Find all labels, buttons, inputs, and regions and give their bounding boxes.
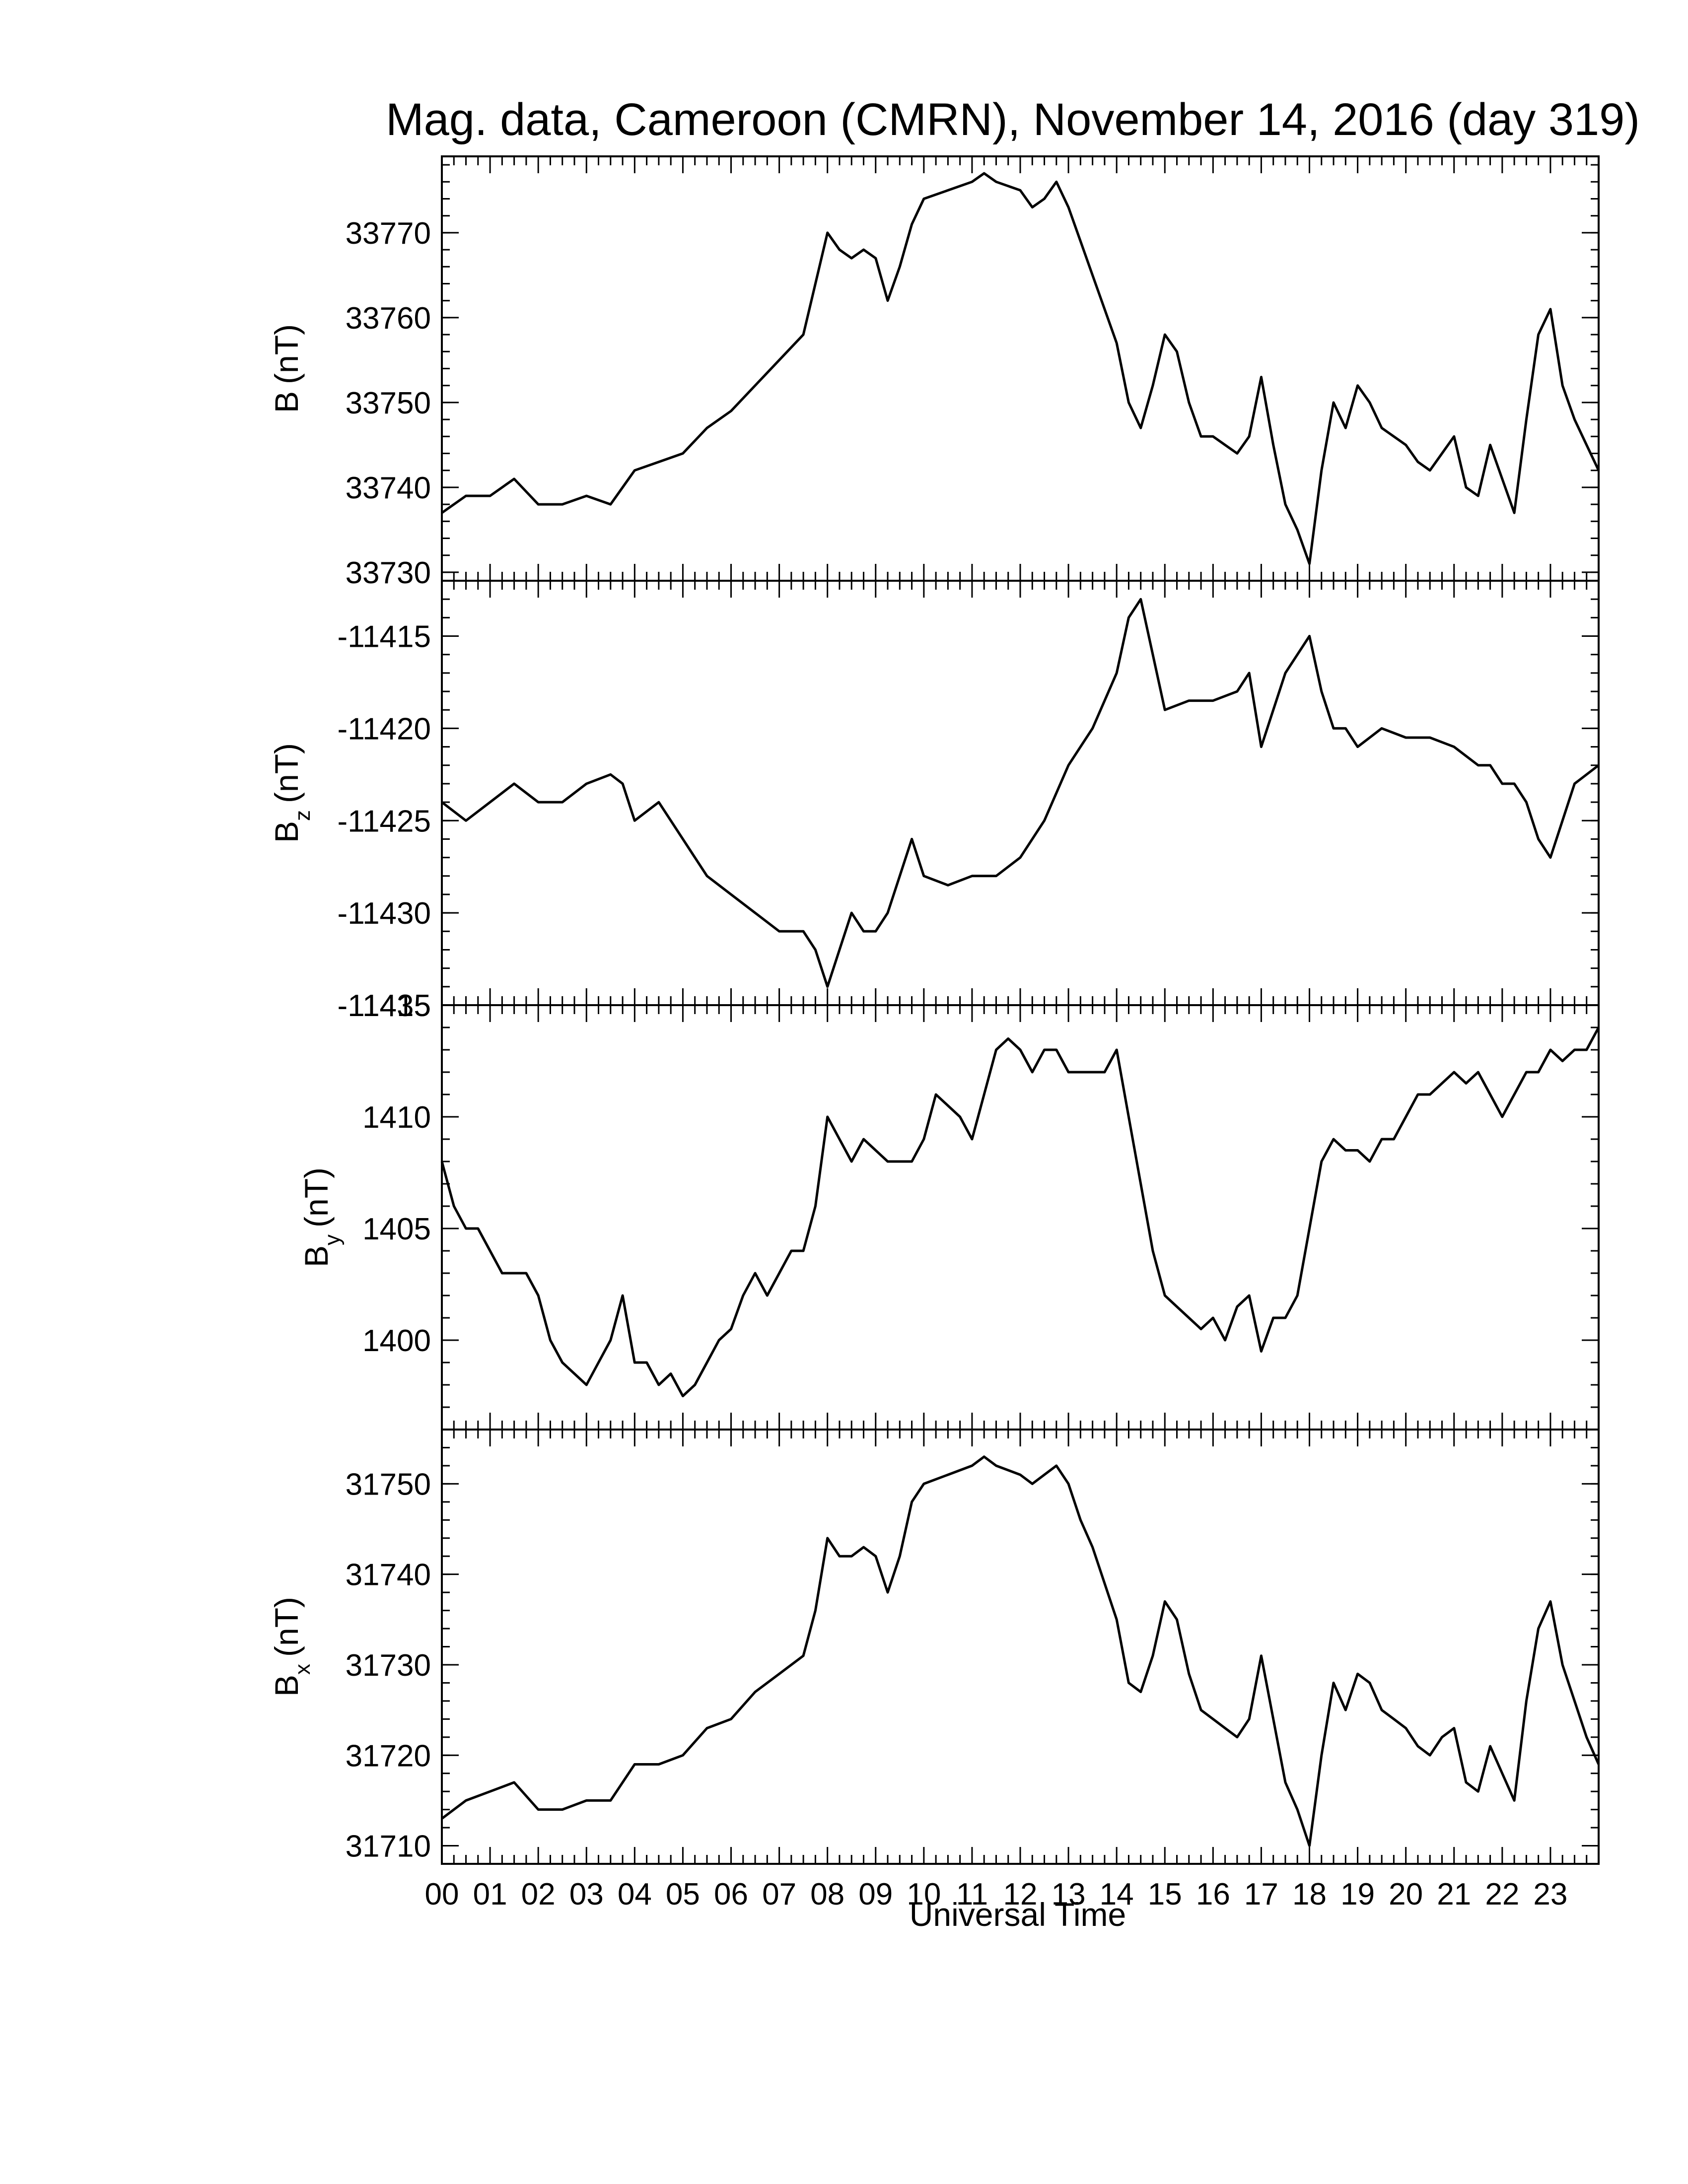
x-tick-label: 18 — [1292, 1877, 1327, 1911]
y-axis-label-B: B (nT) — [268, 324, 305, 413]
x-axis-label: Universal Time — [910, 1896, 1126, 1933]
x-tick-label: 16 — [1196, 1877, 1230, 1911]
x-tick-label: 14 — [1100, 1877, 1134, 1911]
x-tick-label: 22 — [1485, 1877, 1519, 1911]
y-axis-label-unit: (nT) — [268, 743, 305, 803]
series-line-B — [441, 172, 1600, 565]
x-tick-label: 17 — [1244, 1877, 1278, 1911]
x-tick-label: 13 — [1052, 1877, 1086, 1911]
y-axis-label-unit: (nT) — [298, 1167, 335, 1228]
x-tick-label: 10 — [907, 1877, 941, 1911]
panel-B: 33730 33740 33750 33760 33770 B (nT) — [268, 155, 1600, 590]
y-tick-label: 33760 — [346, 301, 431, 336]
y-tick-label: 31720 — [346, 1739, 431, 1773]
panel-frame-By — [441, 1004, 1600, 1431]
y-tick-label: 31750 — [346, 1467, 431, 1502]
panel-frame-Bx — [441, 1429, 1600, 1865]
panels-group: 3373033740337503376033770B(nT)-11415-114… — [268, 155, 1600, 1865]
x-tick-label: 15 — [1148, 1877, 1182, 1911]
y-tick-label: 33730 — [346, 556, 431, 590]
y-tick-label: 33740 — [346, 471, 431, 505]
chart-title: Mag. data, Cameroon (CMRN), November 14,… — [386, 94, 1640, 145]
x-tick-label: 19 — [1340, 1877, 1375, 1911]
series-line-Bx — [441, 1455, 1600, 1847]
y-tick-label: -11425 — [338, 804, 431, 838]
x-tick-label: 07 — [762, 1877, 796, 1911]
y-axis-label-main: B — [268, 391, 305, 413]
series-line-By — [440, 1026, 1600, 1397]
y-axis-label-main: B — [298, 1245, 335, 1267]
y-axis-label-Bz: Bz (nT) — [268, 743, 315, 843]
x-tick-label: 11 — [956, 1877, 988, 1911]
x-tick-label: 08 — [810, 1877, 844, 1911]
x-tick-label: 20 — [1389, 1877, 1423, 1911]
y-tick-label: 33770 — [346, 216, 431, 251]
x-tick-label: 12 — [1003, 1877, 1038, 1911]
y-axis-label-unit: (nT) — [268, 324, 305, 384]
y-axis-label-main: B — [268, 821, 305, 843]
x-tick-label: 21 — [1437, 1877, 1471, 1911]
y-tick-label: -11435 — [338, 989, 431, 1023]
y-axis-label-subscript: z — [290, 810, 315, 821]
y-axis-label-subscript: y — [320, 1234, 345, 1245]
y-tick-label: -11420 — [338, 712, 431, 746]
series-line-Bz — [441, 598, 1600, 988]
x-tick-label: 23 — [1533, 1877, 1567, 1911]
y-tick-label: 1410 — [362, 1100, 431, 1135]
y-axis-label-Bx: Bx (nT) — [268, 1597, 315, 1697]
y-axis-label-main: B — [268, 1675, 305, 1697]
y-tick-label: 1415 — [362, 989, 431, 1023]
x-tick-label: 05 — [666, 1877, 700, 1911]
y-axis-label-unit: (nT) — [268, 1597, 305, 1657]
x-tick-label: 01 — [473, 1877, 507, 1911]
x-tick-label: 03 — [569, 1877, 604, 1911]
panel-Bx: 31710 31720 31730 31740 31750 Bx (nT) — [268, 1429, 1600, 1865]
y-axis-label-By: By (nT) — [298, 1167, 345, 1267]
x-tick-labels: 00 01 02 03 04 05 06 07 08 09 10 11 12 13 14 15 16 17 18 19… — [425, 1877, 1568, 1911]
x-tick-label: 06 — [714, 1877, 748, 1911]
x-tick-label: 02 — [521, 1877, 556, 1911]
panel-frame-Bz — [441, 580, 1600, 1006]
y-tick-label: 31730 — [346, 1648, 431, 1683]
panel-frame-B — [441, 155, 1600, 582]
x-tick-label: 00 — [425, 1877, 459, 1911]
y-tick-label: 31710 — [346, 1830, 431, 1864]
y-tick-label: 1400 — [362, 1324, 431, 1358]
y-tick-label: 1405 — [362, 1212, 431, 1246]
panel-Bz: -11415 -11420 -11425 -11430 -11435 Bz (nT) — [268, 580, 1600, 1023]
panel-By: 1400 1405 1410 1415 By (nT) — [298, 989, 1600, 1431]
y-tick-label: -11415 — [338, 620, 431, 654]
y-tick-label: 31740 — [346, 1558, 431, 1592]
y-axis-label-subscript: x — [290, 1664, 315, 1675]
y-tick-label: -11430 — [338, 896, 431, 931]
x-tick-label: 04 — [618, 1877, 652, 1911]
x-tick-label: 09 — [858, 1877, 893, 1911]
y-tick-label: 33750 — [346, 386, 431, 420]
